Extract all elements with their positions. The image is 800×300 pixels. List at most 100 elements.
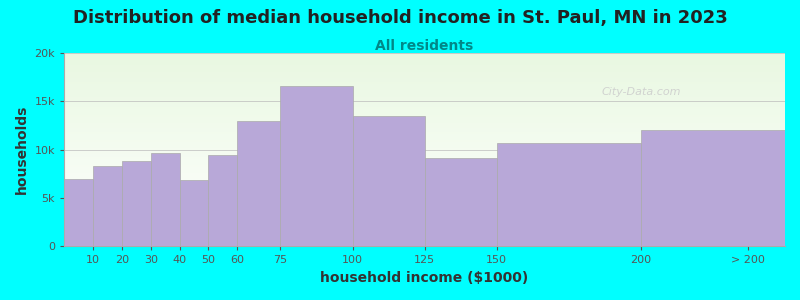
Bar: [64, 212, 785, 214]
Bar: [64, 190, 785, 192]
Text: Distribution of median household income in St. Paul, MN in 2023: Distribution of median household income …: [73, 9, 727, 27]
Bar: [497, 143, 641, 246]
Bar: [64, 109, 785, 111]
Bar: [64, 152, 785, 154]
Bar: [64, 121, 785, 123]
Title: All residents: All residents: [375, 39, 474, 53]
Bar: [64, 94, 785, 96]
Bar: [64, 130, 785, 132]
Bar: [64, 132, 785, 134]
Bar: [64, 64, 785, 67]
Bar: [64, 84, 785, 86]
Bar: [64, 90, 785, 92]
Bar: [64, 138, 785, 140]
Bar: [64, 117, 785, 119]
Bar: [64, 158, 785, 159]
Bar: [64, 144, 785, 146]
Bar: [64, 115, 785, 117]
Bar: [64, 57, 785, 59]
Bar: [179, 180, 208, 246]
Bar: [93, 166, 122, 246]
Bar: [64, 142, 785, 144]
Bar: [64, 194, 785, 196]
Bar: [64, 169, 785, 171]
Bar: [64, 92, 785, 94]
Bar: [64, 204, 785, 206]
Bar: [64, 82, 785, 84]
Text: City-Data.com: City-Data.com: [601, 87, 681, 97]
Bar: [64, 237, 785, 239]
Bar: [64, 221, 785, 223]
Bar: [64, 227, 785, 229]
Bar: [64, 202, 785, 204]
Bar: [64, 127, 785, 128]
Bar: [64, 198, 785, 200]
Bar: [64, 128, 785, 130]
Bar: [64, 192, 785, 194]
Bar: [64, 111, 785, 113]
Bar: [64, 214, 785, 215]
Bar: [64, 175, 785, 177]
Bar: [64, 239, 785, 241]
Bar: [64, 78, 785, 80]
Bar: [64, 99, 785, 101]
Bar: [64, 155, 785, 158]
Bar: [64, 188, 785, 190]
Bar: [64, 70, 785, 72]
Bar: [64, 76, 785, 78]
Bar: [425, 158, 497, 246]
Bar: [64, 55, 785, 57]
Bar: [64, 150, 785, 152]
Bar: [64, 218, 785, 219]
Bar: [64, 181, 785, 183]
Bar: [64, 107, 785, 109]
Bar: [64, 184, 785, 187]
Bar: [64, 63, 785, 64]
Bar: [237, 121, 281, 246]
Bar: [64, 179, 785, 181]
Bar: [64, 206, 785, 208]
Bar: [64, 223, 785, 225]
Bar: [64, 165, 785, 167]
Bar: [64, 242, 785, 244]
Bar: [64, 98, 785, 99]
Bar: [64, 244, 785, 246]
Bar: [64, 233, 785, 235]
Bar: [64, 74, 785, 76]
Bar: [64, 154, 785, 155]
Bar: [122, 161, 150, 246]
Bar: [64, 146, 785, 148]
Bar: [64, 231, 785, 233]
Bar: [64, 173, 785, 175]
Bar: [64, 225, 785, 227]
Bar: [150, 153, 179, 246]
Bar: [64, 53, 785, 55]
Bar: [64, 208, 785, 210]
Bar: [64, 179, 93, 246]
Bar: [64, 140, 785, 142]
Bar: [64, 68, 785, 70]
Bar: [64, 167, 785, 169]
Bar: [64, 215, 785, 217]
Bar: [64, 136, 785, 138]
Bar: [64, 105, 785, 107]
Bar: [64, 61, 785, 63]
Bar: [64, 88, 785, 90]
X-axis label: household income ($1000): household income ($1000): [321, 271, 529, 285]
Bar: [64, 219, 785, 221]
Bar: [64, 161, 785, 163]
Bar: [64, 113, 785, 115]
Bar: [64, 187, 785, 188]
Bar: [353, 116, 425, 246]
Y-axis label: households: households: [15, 105, 29, 194]
Bar: [64, 200, 785, 202]
Bar: [64, 229, 785, 231]
Bar: [641, 130, 785, 246]
Bar: [64, 134, 785, 136]
Bar: [64, 159, 785, 161]
Bar: [64, 103, 785, 105]
Bar: [64, 96, 785, 98]
Bar: [64, 177, 785, 179]
Bar: [64, 119, 785, 121]
Bar: [64, 80, 785, 82]
